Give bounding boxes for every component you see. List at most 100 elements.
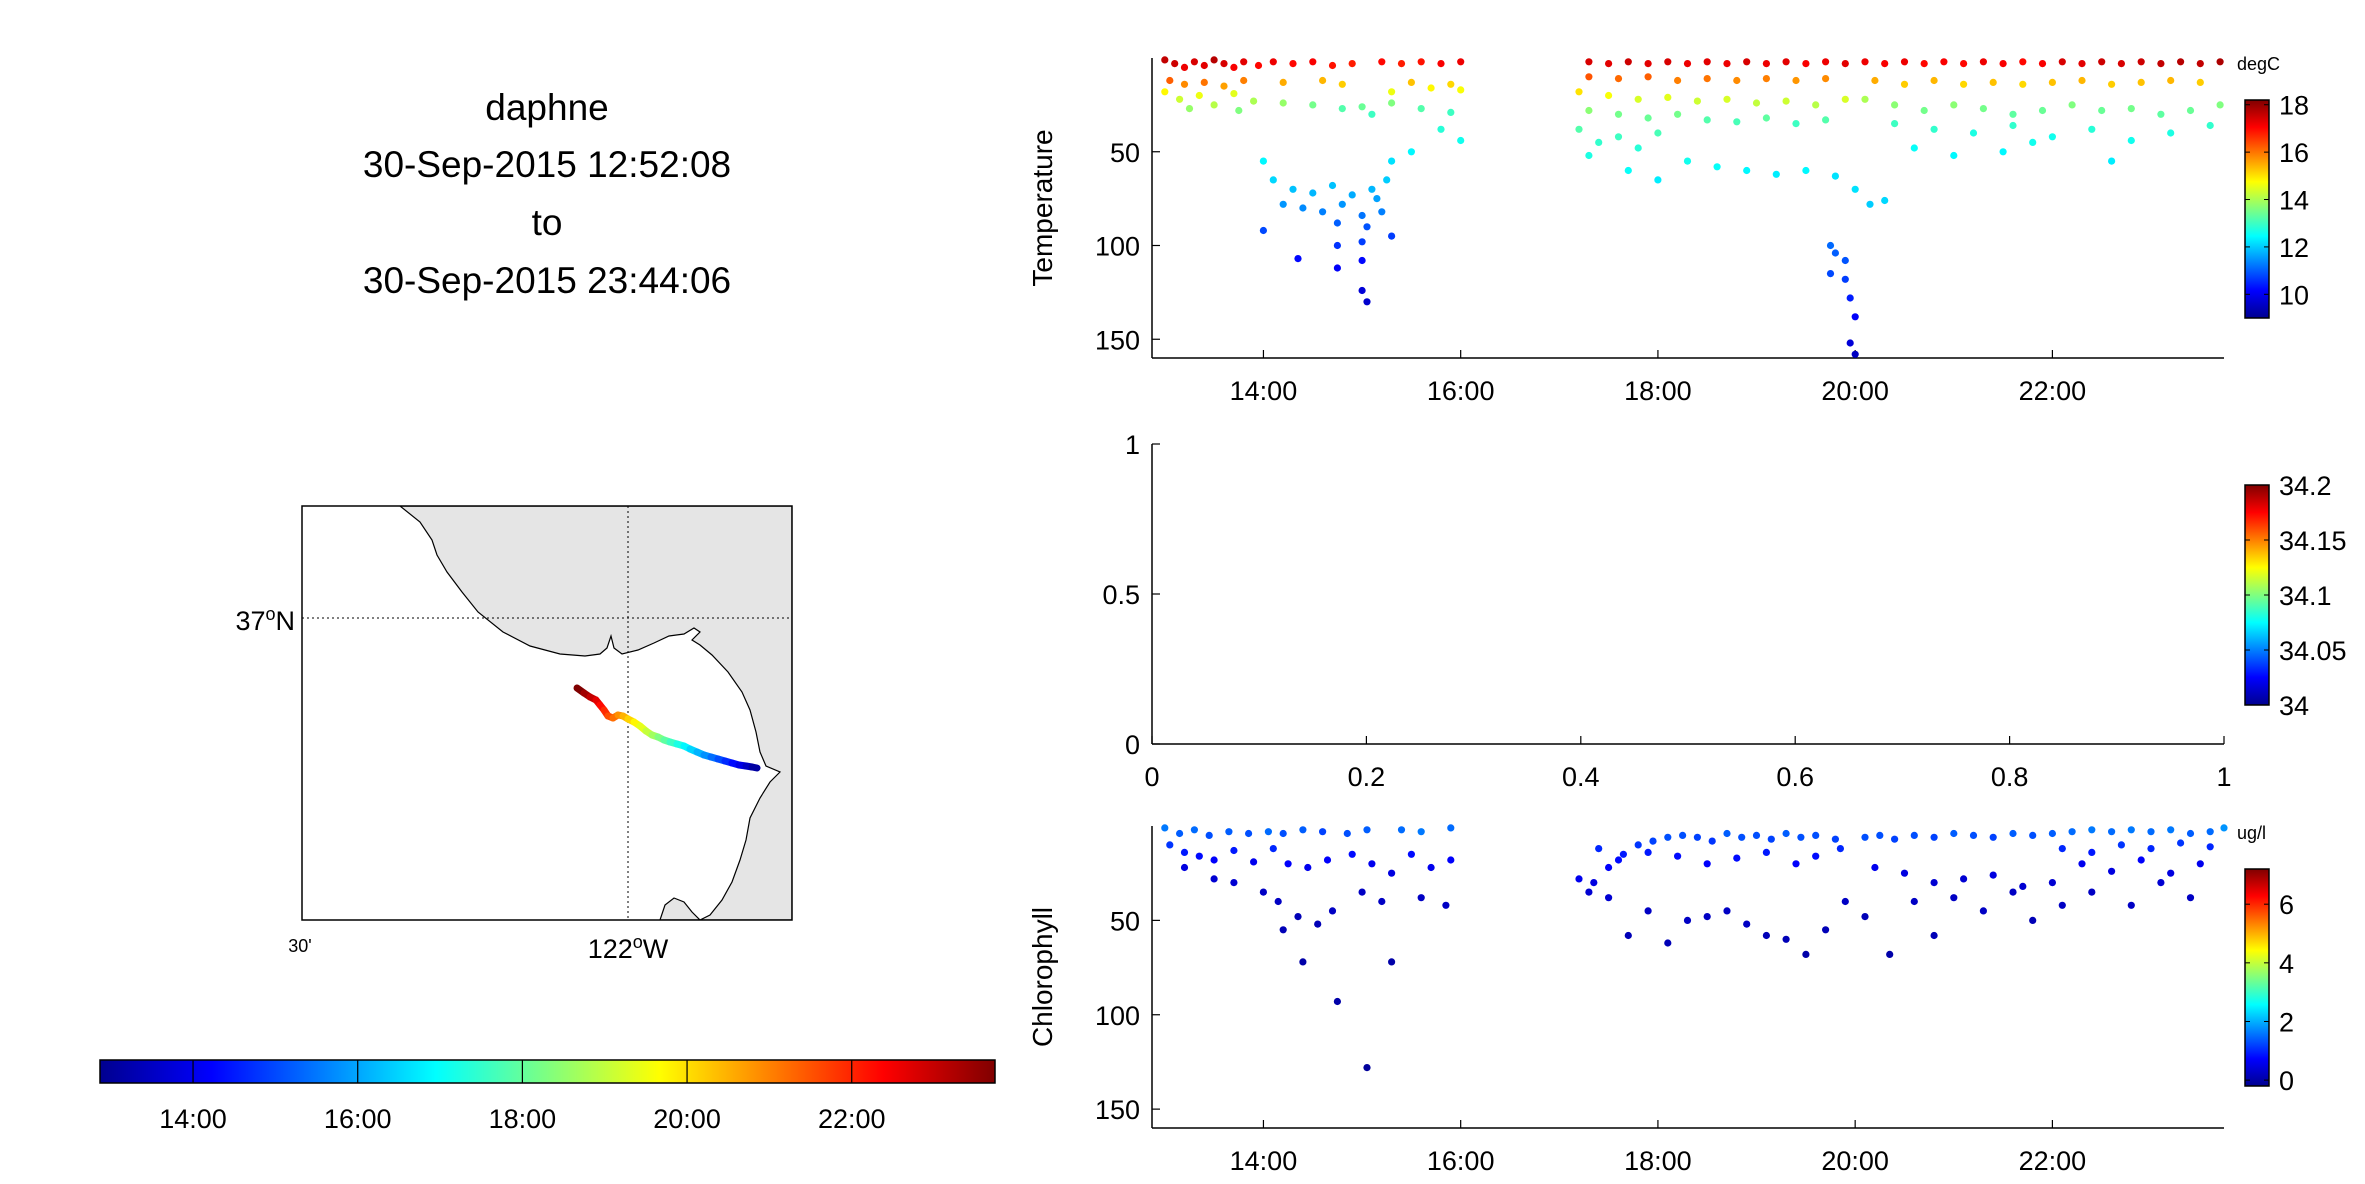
x-tick-label: 16:00 bbox=[1427, 376, 1495, 406]
data-point bbox=[1999, 60, 2007, 68]
data-point bbox=[1703, 75, 1711, 83]
data-point bbox=[1180, 863, 1189, 872]
data-point bbox=[2127, 105, 2135, 113]
colorbar-tick-label: 34.05 bbox=[2279, 636, 2347, 666]
data-point bbox=[2167, 869, 2175, 877]
data-point bbox=[1590, 879, 1598, 887]
data-point bbox=[1802, 166, 1810, 175]
data-point bbox=[1846, 294, 1854, 302]
data-point bbox=[2147, 828, 2155, 836]
data-point bbox=[2216, 58, 2224, 66]
data-point bbox=[1733, 76, 1741, 85]
data-point bbox=[1294, 913, 1302, 921]
data-point bbox=[2058, 901, 2066, 909]
data-point bbox=[1358, 888, 1366, 896]
data-point bbox=[2088, 826, 2096, 834]
data-point bbox=[2019, 882, 2027, 891]
data-point bbox=[1373, 195, 1381, 203]
data-point bbox=[1575, 875, 1583, 883]
y-tick-label: 50 bbox=[1110, 138, 1140, 168]
data-point bbox=[1989, 833, 1997, 841]
data-point bbox=[1649, 837, 1657, 845]
data-point bbox=[1624, 58, 1632, 66]
colorbar-tick-label: 34 bbox=[2279, 691, 2309, 721]
data-point bbox=[1920, 106, 1928, 115]
data-point bbox=[1348, 60, 1356, 68]
data-point bbox=[1752, 831, 1761, 840]
data-point bbox=[1333, 241, 1341, 250]
data-point bbox=[1166, 841, 1174, 849]
data-point bbox=[1634, 841, 1642, 849]
data-point bbox=[1762, 848, 1770, 857]
data-point bbox=[1457, 136, 1465, 145]
data-point bbox=[1269, 58, 1277, 66]
data-point bbox=[1195, 852, 1203, 860]
x-tick-label: 14:00 bbox=[1230, 1146, 1298, 1176]
data-point bbox=[1792, 120, 1800, 128]
data-point bbox=[1679, 831, 1687, 840]
data-point bbox=[1309, 101, 1317, 109]
data-point bbox=[1989, 871, 1997, 879]
x-tick-label: 16:00 bbox=[1427, 1146, 1495, 1176]
x-tick-label: 22:00 bbox=[2019, 376, 2087, 406]
x-tick-label: 18:00 bbox=[1624, 1146, 1692, 1176]
data-point bbox=[1624, 931, 1632, 940]
data-point bbox=[2108, 828, 2116, 836]
data-point bbox=[2009, 110, 2017, 118]
data-point bbox=[1279, 926, 1287, 934]
data-point bbox=[1457, 58, 1465, 66]
data-point bbox=[1427, 84, 1435, 92]
data-point bbox=[1417, 105, 1425, 113]
chlorophyll-plot: 14:00 16:00 18:00 20:00 22:00 50 100 150 Chlorop… bbox=[1027, 823, 2294, 1176]
data-point bbox=[1772, 170, 1780, 178]
data-point bbox=[1644, 848, 1652, 857]
data-point bbox=[2157, 110, 2165, 118]
data-point bbox=[1708, 837, 1716, 845]
data-point bbox=[1417, 828, 1425, 836]
lon-minor-label: 30' bbox=[288, 936, 311, 956]
data-point bbox=[1851, 350, 1859, 358]
end-time: 30-Sep-2015 23:44:06 bbox=[363, 260, 731, 301]
data-point bbox=[1752, 99, 1761, 107]
colorbar-tick-label: 10 bbox=[2279, 280, 2309, 310]
data-point bbox=[1343, 829, 1351, 838]
data-point bbox=[1900, 80, 1909, 88]
data-point bbox=[2117, 60, 2125, 68]
data-point bbox=[1180, 848, 1189, 857]
data-point bbox=[1891, 835, 1899, 843]
data-point bbox=[1328, 181, 1337, 190]
data-point bbox=[1851, 185, 1859, 193]
salinity-plot: 0 0.2 0.4 0.6 0.8 1 0 0.5 1 34 34.05 34.1 34.15 34.2 bbox=[1102, 430, 2346, 792]
data-point bbox=[1447, 108, 1455, 116]
data-point bbox=[1254, 61, 1263, 70]
data-point bbox=[2048, 879, 2056, 887]
data-point bbox=[1230, 846, 1238, 855]
data-point bbox=[1664, 93, 1672, 101]
data-point bbox=[1250, 97, 1258, 105]
data-point bbox=[1930, 931, 1938, 940]
data-point bbox=[2068, 101, 2076, 109]
data-point bbox=[2137, 856, 2145, 864]
data-point bbox=[1624, 166, 1632, 175]
data-point bbox=[1881, 60, 1889, 68]
data-point bbox=[1358, 211, 1366, 220]
data-point bbox=[2196, 60, 2204, 68]
data-point bbox=[1634, 144, 1642, 152]
data-point bbox=[1348, 850, 1356, 858]
data-point bbox=[1585, 151, 1593, 160]
data-point bbox=[1910, 831, 1918, 840]
x-tick-label: 0.4 bbox=[1562, 762, 1600, 792]
data-point bbox=[1417, 58, 1425, 66]
data-point bbox=[2019, 58, 2027, 66]
data-point bbox=[1930, 125, 1938, 133]
data-point bbox=[2196, 78, 2204, 86]
track-segment bbox=[748, 763, 761, 772]
data-point bbox=[2038, 60, 2047, 68]
data-point bbox=[1743, 58, 1751, 66]
data-point bbox=[1733, 118, 1741, 126]
data-point bbox=[2088, 848, 2096, 857]
data-point bbox=[1338, 200, 1346, 208]
data-point bbox=[1575, 125, 1583, 133]
data-point bbox=[1743, 920, 1751, 928]
